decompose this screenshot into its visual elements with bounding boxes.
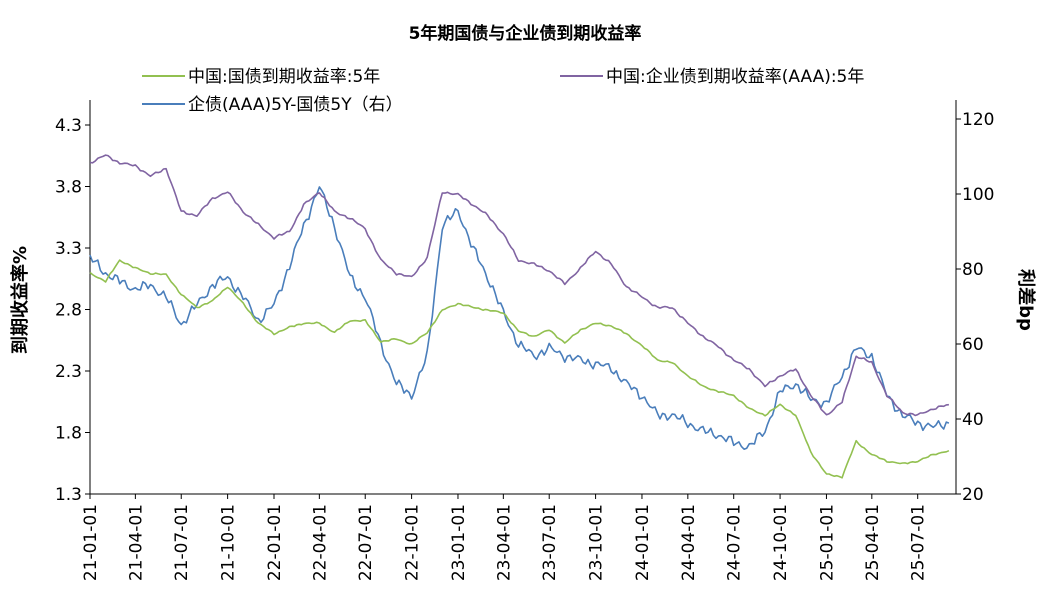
- x-tick-label: 23-10-01: [587, 504, 607, 581]
- right-y-ticks: 20 40 60 80 100 120: [956, 110, 994, 505]
- x-tick-label: 25-07-01: [909, 504, 929, 581]
- x-tick-label: 21-07-01: [172, 504, 192, 581]
- left-tick-label: 3.3: [55, 239, 82, 259]
- x-tick-label: 21-04-01: [126, 504, 146, 581]
- legend-label-treasury: 中国:国债到期收益率:5年: [188, 67, 380, 87]
- left-axis-title: 到期收益率%: [9, 246, 31, 354]
- series-layer: [89, 154, 950, 479]
- legend-item-corporate: 中国:企业债到期收益率(AAA):5年: [560, 67, 864, 87]
- left-tick-label: 2.8: [55, 301, 82, 321]
- x-tick-label: 22-10-01: [403, 504, 423, 581]
- right-tick-label: 100: [962, 185, 994, 205]
- legend-label-corporate: 中国:企业债到期收益率(AAA):5年: [606, 67, 864, 87]
- chart-title: 5年期国债与企业债到期收益率: [409, 23, 642, 44]
- legend-item-treasury: 中国:国债到期收益率:5年: [142, 67, 380, 87]
- x-tick-label: 24-04-01: [679, 504, 699, 581]
- left-tick-label: 2.3: [55, 362, 82, 382]
- x-tick-label: 23-04-01: [494, 504, 514, 581]
- x-tick-label: 25-04-01: [863, 504, 883, 581]
- x-tick-label: 24-01-01: [633, 504, 653, 581]
- series-line-treasury-5y: [89, 259, 950, 479]
- x-tick-label: 25-01-01: [817, 504, 837, 581]
- x-tick-label: 23-07-01: [540, 504, 560, 581]
- legend: 中国:国债到期收益率:5年 中国:企业债到期收益率(AAA):5年 企债(AAA…: [142, 67, 864, 115]
- x-tick-label: 24-10-01: [771, 504, 791, 581]
- series-line-spread: [89, 186, 950, 451]
- legend-item-spread: 企债(AAA)5Y-国债5Y（右）: [142, 95, 403, 115]
- x-tick-label: 22-04-01: [310, 504, 330, 581]
- legend-label-spread: 企债(AAA)5Y-国债5Y（右）: [188, 95, 403, 115]
- left-tick-label: 3.8: [55, 178, 82, 198]
- x-tick-label: 22-01-01: [265, 504, 285, 581]
- right-tick-label: 20: [962, 485, 984, 505]
- right-tick-label: 40: [962, 410, 984, 430]
- series-line-corporate-aaa-5y: [89, 154, 949, 417]
- right-tick-label: 60: [962, 335, 984, 355]
- left-tick-label: 1.3: [55, 485, 82, 505]
- x-tick-label: 24-07-01: [725, 504, 745, 581]
- x-tick-label: 23-01-01: [449, 504, 469, 581]
- x-tick-label: 21-01-01: [81, 504, 101, 581]
- left-tick-label: 4.3: [55, 116, 82, 136]
- left-tick-label: 1.8: [55, 424, 82, 444]
- x-tick-label: 22-07-01: [356, 504, 376, 581]
- left-y-ticks: 1.3 1.8 2.3 2.8 3.3 3.8 4.3: [55, 116, 90, 505]
- x-tick-label: 21-10-01: [219, 504, 239, 581]
- x-ticks: 21-01-01 21-04-01 21-07-01 21-10-01 22-01-01…: [81, 494, 929, 581]
- axes: [89, 100, 957, 495]
- right-tick-label: 120: [962, 110, 994, 130]
- right-axis-title: 利差bp: [1015, 269, 1037, 331]
- right-tick-label: 80: [962, 260, 984, 280]
